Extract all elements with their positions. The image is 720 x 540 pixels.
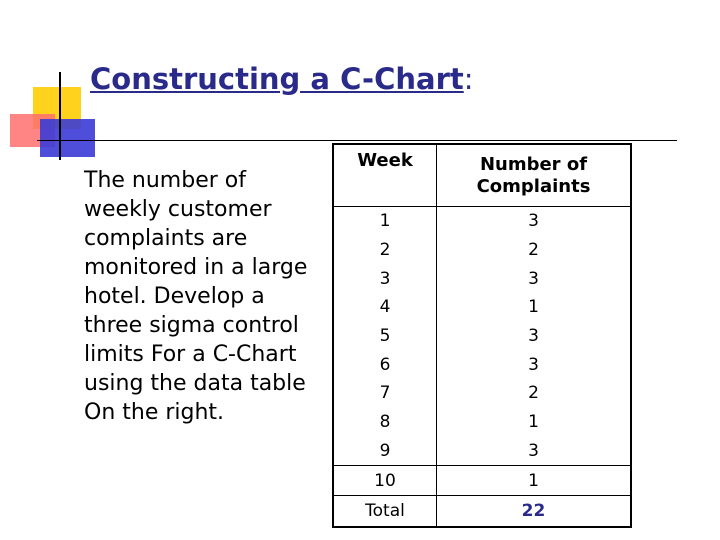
week-cell: 3: [333, 264, 437, 294]
complaints-cell: 2: [528, 240, 539, 261]
problem-description: The number of weekly customer complaints…: [84, 168, 308, 425]
table-row: 10 1: [333, 465, 631, 496]
week-cell: 7: [333, 379, 437, 408]
complaints-cell: 3: [528, 354, 539, 375]
table-header-row: Week Number of Complaints: [333, 144, 631, 207]
logo-vertical-line: [59, 72, 61, 160]
slide-title-colon: :: [463, 62, 474, 96]
week-column-header: Week: [333, 144, 437, 207]
total-value: 22: [436, 494, 631, 527]
complaints-cell: 1: [528, 297, 539, 318]
total-label: Total: [333, 494, 437, 527]
week-cell: 4: [333, 293, 437, 322]
slide-title-text: Constructing a C-Chart: [90, 62, 464, 96]
complaints-cell: 2: [528, 383, 539, 404]
week-cell: 10: [333, 465, 437, 496]
week-cell: 5: [333, 321, 437, 351]
complaints-cell: 1: [436, 465, 631, 496]
title-divider-line: [37, 140, 677, 141]
complaints-cell: 3: [528, 326, 539, 347]
complaints-column-header: Number of Complaints: [436, 144, 631, 207]
complaints-cell: 3: [528, 440, 539, 461]
week-cell: 1: [333, 206, 437, 236]
week-cell: 8: [333, 407, 437, 437]
week-cell: 9: [333, 436, 437, 466]
complaints-cell: 1: [528, 412, 539, 433]
week-cell: 6: [333, 350, 437, 380]
total-row: Total 22: [333, 494, 631, 527]
complaints-cell: 3: [528, 211, 539, 232]
week-cell: 2: [333, 235, 437, 265]
slide-title: Constructing a C-Chart:: [90, 62, 474, 96]
logo-blue-square: [40, 119, 95, 157]
complaints-cell: 3: [528, 268, 539, 289]
